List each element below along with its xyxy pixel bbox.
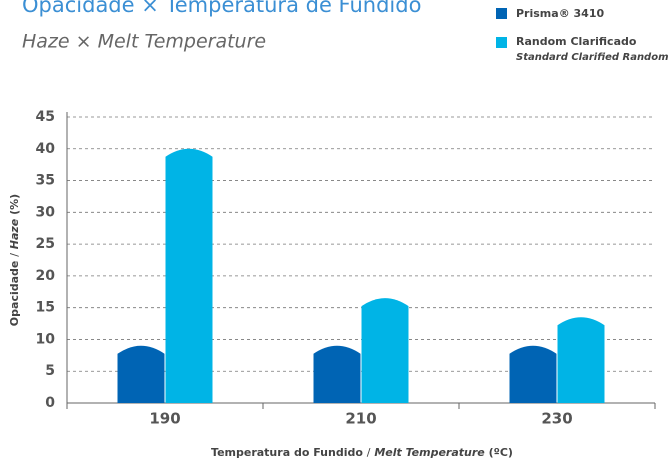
y-tick-label: 45 — [36, 109, 55, 125]
bar — [557, 317, 605, 403]
legend-swatch — [496, 37, 507, 48]
y-label-main: Opacidade — [8, 261, 21, 327]
y-tick-label: 25 — [36, 236, 55, 252]
bar — [313, 345, 361, 403]
y-axis-label: Opacidade / Haze (%) — [8, 194, 21, 326]
y-tick-label: 0 — [45, 395, 55, 411]
bar — [117, 345, 165, 403]
legend-note: Standard Clarified Random — [516, 52, 668, 63]
y-tick-label: 40 — [36, 141, 56, 157]
y-tick-label: 20 — [36, 268, 56, 284]
y-label-sep: / — [8, 253, 21, 257]
y-tick-label: 35 — [36, 173, 55, 189]
y-tick-label: 5 — [45, 363, 55, 379]
y-tick-label: 30 — [36, 204, 56, 220]
bar — [165, 148, 213, 403]
x-tick-label: 210 — [345, 410, 376, 428]
legend-swatch — [496, 8, 507, 19]
legend-label: Prisma® 3410 — [516, 7, 604, 20]
bar — [361, 298, 409, 403]
y-label-alt: Haze — [8, 218, 21, 249]
x-label-sep: / — [367, 446, 371, 459]
x-label-alt: Melt Temperature — [374, 446, 485, 459]
bar — [509, 345, 557, 403]
chart-title: Opacidade × Temperatura de Fundido — [22, 0, 421, 17]
x-label-main: Temperatura do Fundido — [211, 446, 363, 459]
y-tick-label: 10 — [36, 331, 56, 347]
y-label-unit: (%) — [8, 194, 21, 215]
legend-label: Random Clarificado — [516, 35, 637, 48]
x-label-unit: (ºC) — [489, 446, 513, 459]
x-axis-label: Temperatura do Fundido / Melt Temperatur… — [211, 446, 513, 459]
y-tick-label: 15 — [36, 300, 55, 316]
x-tick-label: 190 — [149, 410, 180, 428]
chart-subtitle: Haze × Melt Temperature — [22, 31, 266, 53]
x-tick-label: 230 — [541, 410, 572, 428]
